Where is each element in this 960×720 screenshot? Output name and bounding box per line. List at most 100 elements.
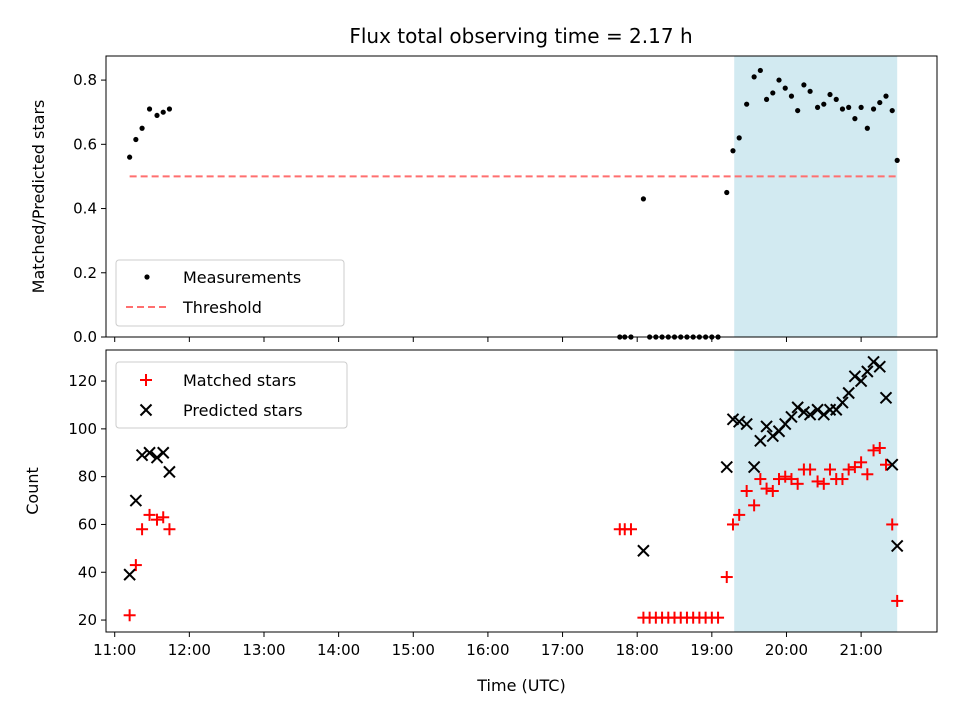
panel-count: 11:00 12:00 13:00 14:00 15:00 16:00 17:00 18:00…: [23, 349, 938, 695]
measurement-point: [864, 125, 870, 131]
predicted-point: [817, 408, 831, 421]
legend-predicted-swatch: [139, 403, 153, 417]
predicted-point: [848, 370, 862, 383]
x-tick-label: 15:00: [392, 641, 435, 659]
measurement-point: [894, 157, 900, 163]
y-tick-label: 0.0: [73, 328, 97, 346]
measurement-point: [763, 96, 770, 102]
matched-point: [836, 473, 849, 486]
bottom-y-axis-label: Count: [23, 467, 42, 515]
bottom-axis-ticks: 11:00 12:00 13:00 14:00 15:00 16:00 17:00 18:00…: [68, 372, 882, 659]
measurement-point: [154, 112, 160, 119]
predicted-point: [129, 494, 143, 507]
predicted-point: [143, 446, 156, 459]
top-highlight-span: [734, 56, 898, 337]
bottom-axes-frame: [105, 349, 938, 633]
matched-point: [848, 461, 861, 474]
matched-point: [855, 456, 868, 469]
measurement-point: [133, 136, 139, 143]
predicted-point: [803, 408, 817, 421]
x-axis-label: Time (UTC): [476, 676, 565, 695]
predicted-point: [157, 446, 170, 459]
matched-point: [873, 441, 886, 454]
matched-point: [157, 511, 170, 524]
matched-point: [136, 523, 149, 536]
x-tick-label: 12:00: [168, 641, 211, 659]
matched-point: [773, 473, 786, 486]
x-tick-label: 13:00: [242, 641, 285, 659]
x-tick-label: 11:00: [93, 641, 136, 659]
y-tick-label: 120: [68, 372, 97, 390]
measurement-point: [640, 196, 647, 202]
measurement-point: [736, 135, 742, 141]
predicted-point: [150, 451, 164, 464]
measurement-point: [146, 106, 153, 112]
matched-point: [624, 523, 637, 536]
y-tick-label: 40: [78, 563, 97, 581]
measurement-point: [846, 104, 852, 110]
matched-point: [886, 518, 899, 531]
predicted-point: [740, 417, 753, 431]
matched-point: [891, 594, 904, 607]
matched-point: [817, 477, 830, 490]
measurement-point: [852, 116, 858, 122]
legend-threshold-label: Threshold: [182, 298, 262, 317]
measurement-point: [782, 85, 788, 91]
legend-measurements-label: Measurements: [183, 268, 301, 287]
top-axes-frame: [105, 55, 938, 338]
matched-point: [163, 523, 176, 536]
predicted-point: [135, 448, 149, 462]
x-tick-label: 16:00: [466, 641, 509, 659]
y-tick-label: 80: [78, 468, 97, 486]
measurement-point: [839, 106, 846, 112]
matched-point: [811, 475, 824, 488]
matched-point: [143, 508, 156, 521]
predicted-point: [890, 539, 904, 553]
matched-point: [842, 463, 855, 476]
matched-point: [129, 559, 142, 572]
predicted-point: [747, 460, 761, 474]
predicted-point: [766, 429, 779, 443]
panel-ratio: 0.00.20.40.60.8 Matched/Predicted stars …: [29, 55, 938, 346]
top-y-axis-label: Matched/Predicted stars: [29, 100, 48, 294]
predicted-point: [867, 355, 880, 369]
y-tick-label: 0.6: [73, 135, 97, 153]
matched-point: [151, 513, 164, 526]
top-legend: Measurements Threshold: [115, 259, 345, 327]
measurement-point: [795, 107, 801, 114]
measurement-point: [751, 74, 757, 80]
legend-plus-marker: [140, 374, 152, 386]
y-tick-label: 100: [68, 420, 97, 438]
x-tick-label: 14:00: [317, 641, 360, 659]
predicted-point: [720, 460, 733, 474]
measurement-point: [883, 93, 889, 99]
matched-point: [879, 458, 892, 471]
predicted-point: [732, 415, 746, 428]
matched-point: [720, 571, 733, 584]
matched-point: [804, 463, 817, 476]
matched-point: [740, 485, 753, 497]
predicted-point: [637, 544, 650, 557]
measurement-point: [801, 82, 807, 88]
matched-point: [779, 470, 792, 483]
y-tick-label: 60: [78, 515, 97, 533]
predicted-point: [861, 365, 874, 378]
measurement-point: [160, 109, 166, 115]
measurement-point: [814, 104, 821, 110]
x-tick-label: 18:00: [616, 641, 659, 659]
bottom-data-layer: [123, 355, 904, 624]
matched-point: [861, 468, 874, 481]
top-axis-ticks: 0.0 0.2 0.4 0.6 0.8: [73, 71, 862, 346]
measurement-point: [757, 67, 763, 74]
legend-matched-label: Matched stars: [183, 371, 296, 390]
predicted-point: [785, 410, 798, 424]
bottom-highlight-span: [734, 350, 898, 632]
measurement-point: [870, 106, 877, 112]
measurement-point: [889, 107, 895, 114]
matched-point: [726, 518, 739, 531]
measurement-point: [776, 77, 782, 83]
y-tick-label: 0.4: [73, 200, 97, 218]
measurement-point: [827, 91, 833, 98]
matched-point: [712, 611, 725, 624]
matched-point: [824, 463, 837, 476]
